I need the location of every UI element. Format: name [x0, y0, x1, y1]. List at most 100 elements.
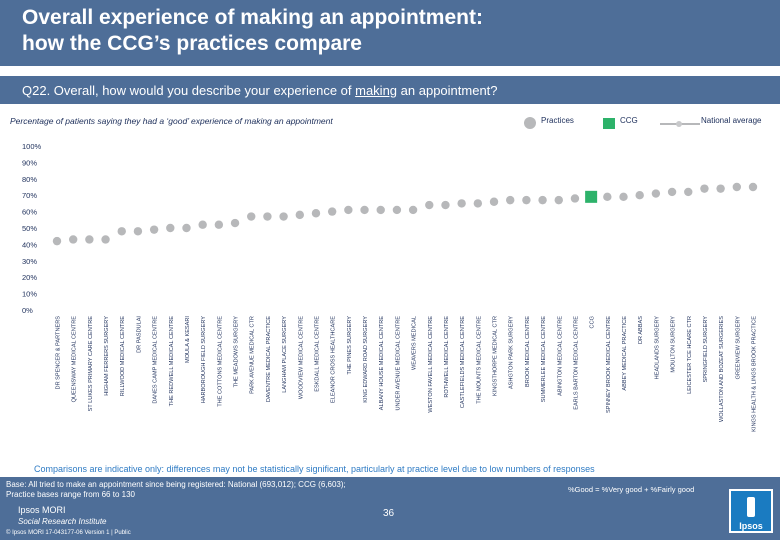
- chart-subtitle: Percentage of patients saying they had a…: [10, 116, 333, 126]
- y-tick-label: 50%: [22, 224, 37, 233]
- legend-ccg-marker: [603, 118, 615, 129]
- base-line1: Base: All tried to make an appointment s…: [6, 480, 346, 489]
- category-label: KINGSTHORPE MEDICAL CTR: [493, 316, 499, 396]
- practice-point: [52, 236, 62, 246]
- practice-point: [554, 195, 563, 205]
- practice-point: [457, 199, 466, 208]
- category-label: ASHGTON PARK SURGERY: [509, 316, 515, 389]
- practice-point: [506, 195, 515, 205]
- category-label: RILLWOOD MEDICAL CENTRE: [120, 316, 126, 396]
- footer-banner: [0, 477, 780, 540]
- ipsos-logo: Ipsos: [729, 489, 773, 533]
- logo-figure-icon: [747, 497, 755, 517]
- category-label: PARK AVENUE MEDICAL CTR: [250, 316, 256, 394]
- practice-point: [732, 182, 742, 192]
- practice-point: [619, 192, 628, 202]
- category-label: WOODVIEW MEDICAL CENTRE: [298, 316, 304, 399]
- page-title: Overall experience of making an appointm…: [22, 5, 722, 57]
- brand-subtitle: Social Research Institute: [18, 517, 107, 526]
- ccg-point: [585, 190, 598, 203]
- comparison-note: Comparisons are indicative only: differe…: [34, 464, 595, 474]
- practice-point: [473, 199, 483, 208]
- chart-area: 0% 10% 20% 30% 40% 50% 60% 70% 80% 90% 100% DR SPEN…: [22, 142, 758, 432]
- category-label: SPINNEY BROOK MEDICAL CENTRE: [606, 316, 612, 413]
- practice-point: [230, 218, 240, 228]
- practice-point: [376, 205, 385, 215]
- category-label: UNDER AVENUE MEDICAL CENTRE: [395, 316, 401, 411]
- category-label: ESKDALL MEDICAL CENTRE: [314, 316, 320, 392]
- practice-point: [684, 187, 693, 197]
- practice-point: [149, 225, 159, 234]
- brand-block: Ipsos MORI Social Research Institute: [18, 505, 107, 527]
- practice-point: [182, 223, 191, 233]
- y-tick-label: 10%: [22, 290, 37, 299]
- practice-point: [716, 184, 725, 193]
- category-label: MOULTON SURGERY: [671, 316, 677, 373]
- practice-point: [279, 212, 288, 221]
- category-label: ELEANOR CROSS HEALTHCARE: [331, 316, 337, 403]
- category-label: CCG: [590, 316, 596, 328]
- question-underlined: making: [355, 83, 398, 98]
- category-label: DR PASDULAI: [136, 316, 142, 353]
- category-label: SUMMERLEE MEDICAL CENTRE: [541, 316, 547, 402]
- practice-point: [133, 227, 143, 236]
- practice-point: [441, 200, 450, 210]
- category-label: DR SPENCER & PARTNERS: [56, 316, 62, 390]
- page-title-line2: how the CCG’s practices compare: [22, 32, 362, 55]
- category-label: KING EDWARD ROAD SURGERY: [363, 316, 369, 403]
- practice-point: [327, 207, 337, 216]
- category-label: WOLLASTON AND BOZEAT SURGERIES: [719, 316, 725, 422]
- category-label: LANGHAM PLACE SURGERY: [282, 316, 288, 393]
- practice-point: [392, 205, 402, 215]
- y-tick-label: 70%: [22, 191, 37, 200]
- practice-point: [651, 189, 661, 198]
- category-label: THE PINES SURGERY: [347, 316, 353, 375]
- logo-text: Ipsos: [739, 521, 763, 531]
- category-label: DANES CAMP MEDICAL CENTRE: [153, 316, 159, 404]
- brand-name: Ipsos MORI: [18, 505, 66, 515]
- category-label: LEICESTER TCE HCARE CTR: [687, 316, 693, 394]
- category-label: BROOK MEDICAL CENTRE: [525, 316, 531, 387]
- y-tick-label: 100%: [22, 142, 42, 151]
- category-label: ROTHWELL MEDICAL CENTRE: [444, 316, 450, 398]
- category-label: DR ABBAS: [638, 316, 644, 344]
- page-number: 36: [383, 508, 395, 519]
- y-tick-label: 40%: [22, 240, 37, 249]
- y-tick-label: 80%: [22, 175, 37, 184]
- category-label: HEADLANDS SURGERY: [654, 316, 660, 380]
- legend-practices-marker: [524, 117, 536, 129]
- question-suffix: an appointment?: [397, 83, 498, 98]
- practice-point: [425, 200, 434, 210]
- category-label: ST LUKES PRIMARY CARE CENTRE: [88, 316, 94, 412]
- category-label: GREENVIEW SURGERY: [735, 316, 741, 380]
- good-definition: %Good = %Very good + %Fairly good: [568, 485, 695, 494]
- practice-point: [360, 205, 369, 215]
- page-title-line1: Overall experience of making an appointm…: [22, 6, 483, 29]
- category-label: THE COTTONS MEDICAL CENTRE: [217, 316, 223, 407]
- practice-point: [198, 220, 207, 229]
- practice-point: [344, 205, 353, 215]
- category-label: HARBOROUGH FIELD SURGERY: [201, 316, 207, 404]
- y-tick-label: 90%: [22, 158, 37, 167]
- category-label: WEAVERS MEDICAL: [412, 316, 418, 370]
- practice-point: [603, 192, 612, 202]
- copyright-text: © Ipsos MORI 17-043177-06 Version 1 | Pu…: [6, 530, 131, 536]
- category-label: WESTON FAVELL MEDICAL CENTRE: [428, 316, 434, 413]
- category-label: THE MOUNTS MEDICAL CENTRE: [476, 316, 482, 404]
- practice-point: [85, 235, 94, 244]
- practice-point: [700, 184, 709, 193]
- legend-national-marker: [676, 121, 682, 127]
- category-label: ABBEY MEDICAL PRACTICE: [622, 316, 628, 391]
- base-line2: Practice bases range from 66 to 130: [6, 490, 135, 499]
- category-label: HIGHAM FERRERS SURGERY: [104, 316, 110, 396]
- category-label: ALBANY HOUSE MEDICAL CENTRE: [379, 316, 385, 410]
- category-label: MOULA & KESARI: [185, 316, 191, 363]
- practice-point: [667, 187, 677, 197]
- practice-point: [748, 182, 758, 192]
- category-label: SPRINGFIELD SURGERY: [703, 316, 709, 383]
- question-prefix: Q22. Overall, how would you describe you…: [22, 83, 356, 98]
- practice-point: [635, 191, 644, 200]
- practice-point: [489, 197, 499, 206]
- practice-point: [101, 235, 110, 244]
- practice-point: [166, 223, 175, 233]
